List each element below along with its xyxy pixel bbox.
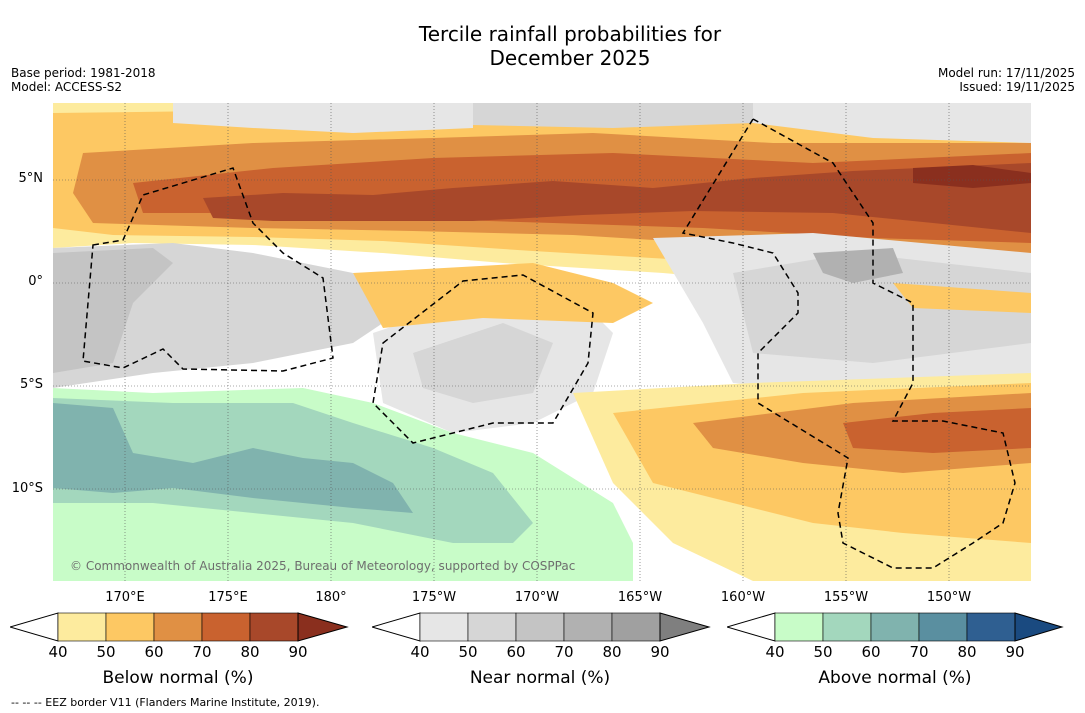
cb-near-tick-70: 70	[554, 643, 574, 661]
near-normal-north-patch	[173, 103, 473, 133]
eez-borders	[82, 117, 1016, 569]
cb-near-seg-6	[659, 612, 711, 642]
base-info: Base period: 1981-2018 Model: ACCESS-S2	[11, 66, 156, 94]
cb-above-seg-2	[822, 612, 872, 642]
colorbar-above-normal-svg	[727, 612, 1064, 642]
cb-above-seg-6	[1014, 612, 1064, 642]
cb-above-tick-50: 50	[813, 643, 833, 661]
cb-near-tick-90: 90	[650, 643, 670, 661]
map-graticule	[53, 103, 1031, 581]
cb-below-title: Below normal (%)	[102, 668, 254, 688]
near-normal-central-inner	[413, 323, 553, 403]
cb-near-seg-3	[515, 612, 565, 642]
lon-label-160w: 160°W	[720, 590, 766, 605]
cb-below-tick-80: 80	[240, 643, 260, 661]
lat-label-5s: 5°S	[19, 377, 43, 392]
cb-above-tick-60: 60	[861, 643, 881, 661]
title-line-1: Tercile rainfall probabilities for	[418, 22, 722, 46]
lon-label-150w: 150°W	[926, 590, 972, 605]
cb-below-tick-70: 70	[192, 643, 212, 661]
model-run: Model run: 17/11/2025	[937, 66, 1075, 80]
cb-below-tick-50: 50	[96, 643, 116, 661]
model-name: Model: ACCESS-S2	[11, 80, 123, 94]
cb-above-tick-40: 40	[765, 643, 785, 661]
cb-above-tick-70: 70	[909, 643, 929, 661]
cb-near-tick-60: 60	[506, 643, 526, 661]
cb-near-tick-80: 80	[602, 643, 622, 661]
cb-above-seg-5	[966, 612, 1016, 642]
lon-label-170w: 170°W	[514, 590, 560, 605]
cb-above-seg-3	[870, 612, 920, 642]
lon-label-175e: 175°E	[208, 590, 248, 605]
lat-label-10s: 10°S	[11, 481, 43, 496]
colorbar-below-normal	[10, 612, 350, 642]
cb-near-seg-4	[563, 612, 613, 642]
cb-below-tick-60: 60	[144, 643, 164, 661]
below-normal-band-north-90	[913, 165, 1031, 188]
colorbar-below-normal-svg	[10, 612, 349, 642]
cb-below-seg-0	[10, 612, 59, 642]
lon-label-165w: 165°W	[617, 590, 663, 605]
cb-below-seg-3	[153, 612, 203, 642]
rainfall-map	[53, 103, 1031, 581]
cb-near-seg-1	[419, 612, 469, 642]
issued-date: Issued: 19/11/2025	[959, 80, 1075, 94]
cb-below-seg-4	[201, 612, 251, 642]
cb-near-seg-0	[372, 612, 421, 642]
cb-above-title: Above normal (%)	[818, 668, 972, 688]
cb-below-seg-5	[249, 612, 299, 642]
above-normal-70	[53, 403, 413, 513]
copyright-notice: © Commonwealth of Australia 2025, Bureau…	[70, 559, 576, 573]
run-info: Model run: 17/11/2025 Issued: 19/11/2025	[938, 66, 1075, 94]
cb-below-tick-90: 90	[288, 643, 308, 661]
map-panel	[53, 103, 1031, 581]
cb-above-seg-4	[918, 612, 968, 642]
below-normal-band-north-80	[203, 163, 1031, 233]
cb-near-seg-5	[611, 612, 661, 642]
cb-below-tick-40: 40	[48, 643, 68, 661]
title-line-2: December 2025	[489, 46, 651, 70]
colorbar-near-normal-svg	[372, 612, 711, 642]
cb-below-seg-6	[297, 612, 349, 642]
near-normal-east-inner	[733, 253, 1031, 363]
cb-above-tick-90: 90	[1005, 643, 1025, 661]
lon-label-155w: 155°W	[823, 590, 869, 605]
below-normal-equator-strip	[353, 263, 653, 328]
near-normal-west-light	[53, 248, 173, 373]
colorbar-near-normal	[372, 612, 712, 642]
cb-near-tick-50: 50	[458, 643, 478, 661]
cb-above-tick-80: 80	[957, 643, 977, 661]
lon-label-170e: 170°E	[105, 590, 145, 605]
near-normal-north-patch-2	[473, 103, 753, 128]
near-normal-northeast-patch	[753, 103, 1031, 143]
lat-label-5n: 5°N	[18, 171, 44, 186]
cb-below-seg-2	[105, 612, 155, 642]
lon-label-175w: 175°W	[411, 590, 457, 605]
near-normal-east-dark	[813, 248, 903, 283]
cb-below-seg-1	[57, 612, 107, 642]
below-normal-southeast-70	[843, 408, 1031, 453]
colorbar-above-normal	[727, 612, 1067, 642]
below-normal-east-strip	[893, 283, 1031, 313]
cb-near-tick-40: 40	[410, 643, 430, 661]
cb-near-title: Near normal (%)	[469, 668, 611, 688]
cb-near-seg-2	[467, 612, 517, 642]
lat-label-0: 0°	[28, 274, 43, 289]
lon-label-180: 180°	[315, 590, 347, 605]
cb-above-seg-0	[727, 612, 776, 642]
base-period: Base period: 1981-2018	[11, 66, 156, 80]
eez-legend-note: -- -- -- EEZ border V11 (Flanders Marine…	[11, 696, 320, 709]
map-title: Tercile rainfall probabilities for Decem…	[0, 22, 1085, 70]
cb-above-seg-1	[774, 612, 824, 642]
